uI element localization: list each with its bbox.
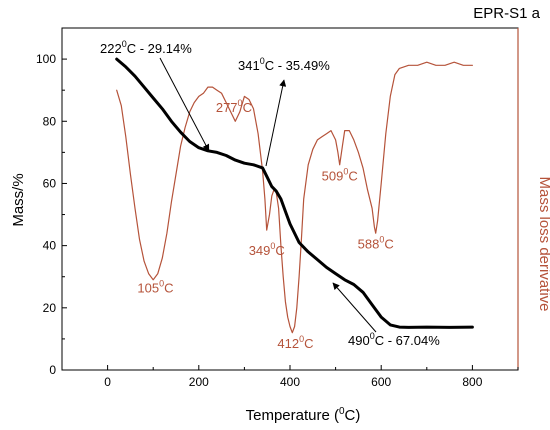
x-axis-title: Temperature (0C) bbox=[246, 406, 361, 424]
mass-annotation: 3410C - 35.49% bbox=[238, 56, 330, 73]
peak-label: 5880C bbox=[358, 235, 394, 252]
peak-label: 5090C bbox=[322, 166, 358, 183]
y-tick-label: 100 bbox=[36, 52, 56, 66]
x-tick-label: 0 bbox=[104, 375, 111, 389]
peak-label: 3490C bbox=[249, 241, 285, 258]
annotation-arrow bbox=[159, 57, 210, 152]
peak-label: 4120C bbox=[277, 334, 313, 351]
x-tick-label: 800 bbox=[462, 375, 482, 389]
mass-annotation: 4900C - 67.04% bbox=[348, 331, 440, 348]
mass-annotation: 2220C - 29.14% bbox=[100, 39, 192, 56]
x-axis-title-main: Temperature ( bbox=[246, 407, 339, 424]
peak-label: 2770C bbox=[216, 98, 252, 115]
plot-frame bbox=[61, 27, 519, 371]
series-layer bbox=[115, 57, 474, 334]
y-tick-label: 80 bbox=[43, 114, 57, 128]
y-tick-label: 40 bbox=[43, 239, 57, 253]
chart-title: EPR-S1 a bbox=[473, 5, 540, 22]
x-axis-title-degree: 0 bbox=[339, 406, 345, 417]
y-axis-title: Mass/% bbox=[10, 173, 27, 226]
x-tick-label: 200 bbox=[189, 375, 209, 389]
axes: 0 200 400 600 800 0 20 40 60 80 100 bbox=[36, 27, 519, 389]
annotation-arrow bbox=[265, 79, 287, 167]
y-tick-label: 60 bbox=[43, 176, 57, 190]
annotation-layer: 1050C 2770C 3490C 4120C 5090C 5880C 2220C - 29… bbox=[100, 39, 440, 351]
y-tick-label: 0 bbox=[49, 363, 56, 377]
x-tick-label: 400 bbox=[280, 375, 300, 389]
annotation-arrow bbox=[332, 282, 377, 333]
x-tick-label: 600 bbox=[371, 375, 391, 389]
y-tick-label: 20 bbox=[43, 301, 57, 315]
peak-label: 1050C bbox=[137, 278, 173, 295]
y2-axis-title: Mass loss derivative bbox=[536, 176, 550, 311]
mass-curve bbox=[115, 57, 474, 329]
x-axis-title-end: C) bbox=[345, 407, 361, 424]
derivative-curve bbox=[116, 61, 473, 334]
